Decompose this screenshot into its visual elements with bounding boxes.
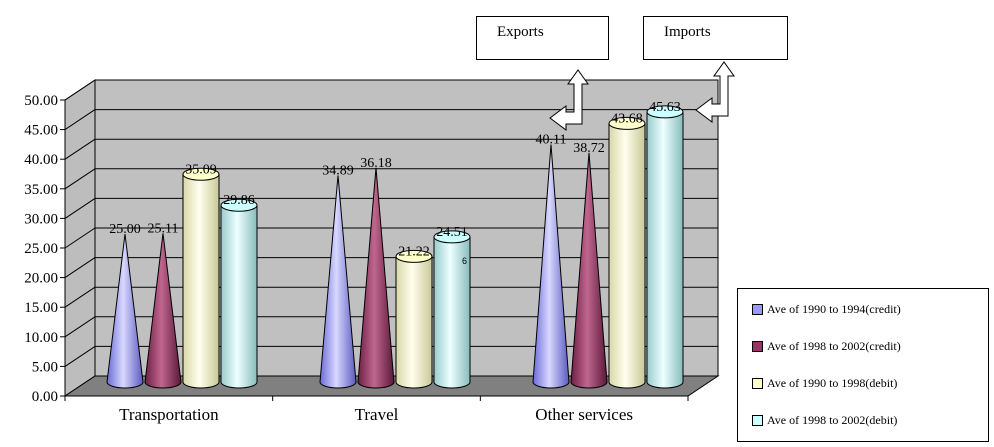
data-labels: 25.00 25.11 35.09 29.86 34.89 36.18 21.22 24.51…	[109, 100, 681, 260]
bar-cylinder	[433, 236, 471, 389]
bars	[106, 105, 684, 389]
x-axis: Transportation Travel Other services	[64, 395, 689, 424]
data-label: 36.18	[360, 156, 392, 171]
y-tick-label: 30.00	[24, 211, 58, 227]
y-tick-label: 20.00	[24, 271, 58, 287]
data-label: 24.51	[436, 225, 468, 240]
y-tick-label: 0.00	[32, 389, 58, 405]
y-tick-label: 25.00	[24, 241, 58, 257]
data-label: 45.63	[649, 100, 681, 115]
gridline-side	[64, 138, 96, 160]
y-tick-label: 45.00	[24, 123, 58, 139]
data-label: 21.22	[398, 244, 430, 259]
bar-cone	[144, 233, 182, 389]
data-label: 43.68	[611, 111, 643, 126]
data-label: 35.09	[185, 162, 217, 177]
bar-cylinder	[220, 204, 258, 389]
x-tick-label: Other services	[535, 405, 633, 424]
imports-label: Imports	[664, 24, 711, 40]
bar-cylinder-top	[182, 167, 220, 181]
data-label: 34.89	[322, 163, 354, 178]
legend-item: Ave of 1990 to 1998(debit)	[752, 376, 897, 391]
legend-item: Ave of 1990 to 1994(credit)	[752, 302, 901, 317]
gridline-side	[64, 197, 96, 219]
gridline-side	[64, 227, 96, 249]
y-axis: 0.00 5.00 10.00 15.00 20.00 25.00 30.00 35.00 40…	[24, 93, 66, 405]
bar-cone	[357, 167, 395, 389]
bar-cylinder-top	[646, 105, 684, 119]
bar-cylinder-top	[395, 249, 433, 263]
legend-item: Ave of 1998 to 2002(debit)	[752, 413, 897, 428]
imports-arrow	[695, 61, 735, 123]
bar-cylinder	[182, 173, 220, 389]
bar-cylinder-top	[433, 230, 471, 244]
legend-swatch	[752, 415, 763, 426]
legend-label: Ave of 1998 to 2002(debit)	[767, 413, 898, 427]
data-label: 38.72	[573, 141, 605, 156]
bar-cone	[319, 175, 357, 389]
y-tick-label: 35.00	[24, 182, 58, 198]
stray-label: 6	[462, 256, 467, 266]
gridline-side	[64, 316, 96, 338]
bar-cone	[532, 144, 570, 389]
data-label: 25.11	[148, 221, 179, 236]
bar-cylinder-top	[608, 116, 646, 130]
legend-item: Ave of 1998 to 2002(credit)	[752, 339, 901, 354]
bar-cylinder	[608, 122, 646, 389]
callout-arrows	[549, 61, 735, 131]
bar-cylinder	[395, 255, 433, 389]
legend-swatch	[752, 341, 763, 352]
bar-cylinder	[646, 111, 684, 389]
exports-label: Exports	[497, 24, 544, 40]
exports-callout: Exports	[476, 16, 609, 60]
imports-callout: Imports	[643, 16, 788, 60]
y-tick-label: 40.00	[24, 152, 58, 168]
gridline-side	[64, 109, 96, 131]
gridline-side	[64, 345, 96, 367]
bar-cylinder-top	[220, 198, 258, 212]
legend-swatch	[752, 304, 763, 315]
gridline-side	[64, 168, 96, 190]
data-label: 40.11	[536, 133, 567, 148]
y-tick-label: 50.00	[24, 93, 58, 109]
gridline-side	[64, 257, 96, 279]
legend-label: Ave of 1990 to 1998(debit)	[767, 376, 898, 390]
exports-arrow	[549, 69, 589, 131]
bar-cone	[570, 152, 608, 389]
legend-label: Ave of 1990 to 1994(credit)	[767, 302, 901, 316]
x-tick-label: Transportation	[119, 405, 219, 424]
legend-swatch	[752, 378, 763, 389]
data-label: 29.86	[223, 193, 255, 208]
bar-cone	[106, 233, 144, 389]
x-tick-label: Travel	[355, 405, 399, 424]
y-tick-label: 15.00	[24, 300, 58, 316]
gridline-side	[64, 79, 96, 101]
gridline-side	[64, 286, 96, 308]
legend: Ave of 1990 to 1994(credit) Ave of 1998 t…	[737, 288, 989, 442]
legend-label: Ave of 1998 to 2002(credit)	[767, 339, 901, 353]
y-tick-label: 10.00	[24, 330, 58, 346]
y-tick-label: 5.00	[32, 359, 58, 375]
data-label: 25.00	[109, 222, 141, 237]
